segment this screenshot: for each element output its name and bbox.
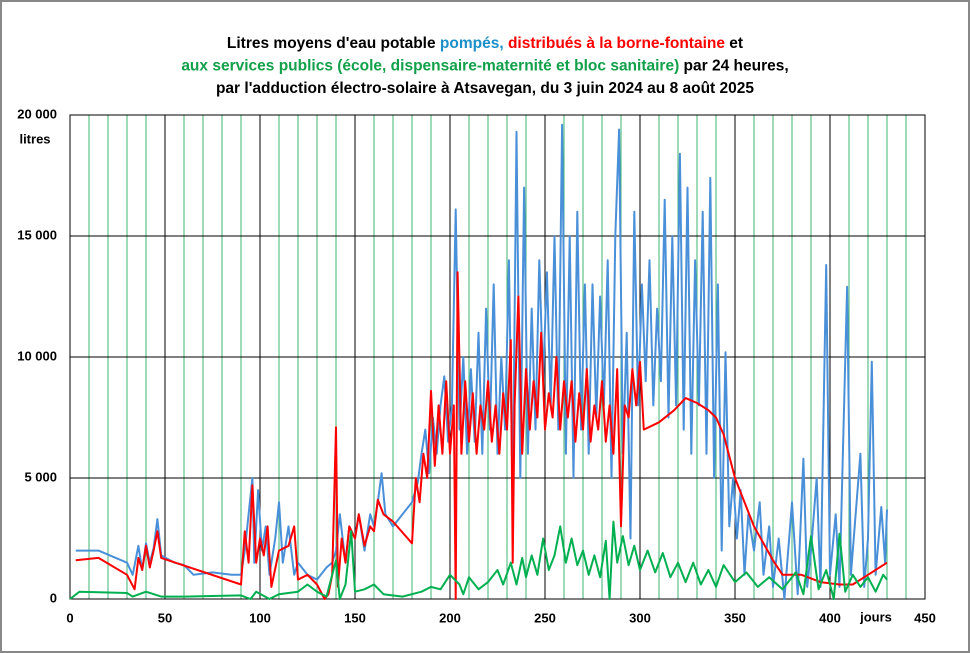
lines	[69, 123, 888, 600]
x-tick-label: 450	[914, 610, 936, 625]
labels: Litres moyens d'eau potable pompés, dist…	[17, 35, 936, 625]
title-segment: par l'adduction électro-solaire à Atsave…	[216, 80, 754, 97]
x-tick-label: 50	[158, 610, 172, 625]
chart-title: par l'adduction électro-solaire à Atsave…	[216, 80, 754, 97]
x-tick-label: 150	[344, 610, 366, 625]
title-segment: distribués à la borne-fontaine	[508, 35, 725, 52]
chart-title: aux services publics (école, dispensaire…	[181, 58, 788, 75]
series-line	[75, 271, 888, 600]
series-line	[69, 520, 888, 600]
y-tick-label: 20 000	[17, 106, 57, 121]
y-tick-label: 0	[50, 590, 57, 605]
grid	[69, 114, 926, 600]
y-axis-label: litres	[19, 131, 50, 146]
x-tick-label: 200	[439, 610, 461, 625]
title-segment: aux services publics (école, dispensaire…	[181, 58, 679, 75]
x-tick-label: 100	[249, 610, 271, 625]
chart-title: Litres moyens d'eau potable pompés, dist…	[227, 35, 743, 52]
x-axis-label: jours	[859, 609, 892, 624]
title-segment: et	[725, 35, 743, 52]
x-tick-label: 400	[819, 610, 841, 625]
title-segment: Litres moyens d'eau potable	[227, 35, 440, 52]
title-segment: par 24 heures,	[679, 58, 788, 75]
x-tick-label: 0	[66, 610, 73, 625]
y-tick-label: 10 000	[17, 348, 57, 363]
x-tick-label: 300	[629, 610, 651, 625]
y-tick-label: 5 000	[24, 469, 57, 484]
x-tick-label: 250	[534, 610, 556, 625]
y-tick-label: 15 000	[17, 227, 57, 242]
x-tick-label: 350	[724, 610, 746, 625]
title-segment: pompés,	[440, 35, 508, 52]
